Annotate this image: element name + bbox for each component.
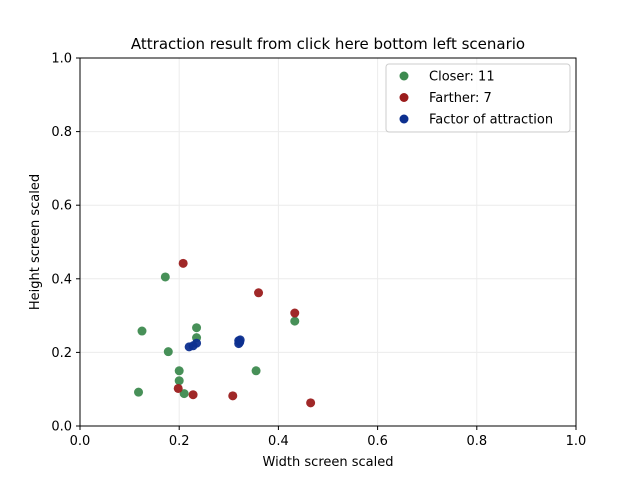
legend-entry: Factor of attraction	[429, 113, 553, 128]
data-point	[235, 335, 245, 345]
y-tick-label: 0.8	[51, 125, 72, 140]
legend-marker	[399, 71, 409, 81]
data-point	[134, 387, 144, 397]
legend-entry: Closer: 11	[429, 70, 495, 85]
data-point	[174, 366, 184, 376]
legend: Closer: 11 Farther: 7 Factor of attraction	[385, 63, 571, 133]
data-point	[290, 316, 300, 326]
plot-frame	[79, 57, 577, 427]
data-point	[160, 272, 170, 282]
data-points	[134, 258, 316, 408]
y-axis-label: Height screen scaled	[28, 174, 43, 310]
data-point	[228, 391, 238, 401]
y-tick-label: 1.0	[51, 52, 72, 67]
x-tick-label: 1.0	[566, 434, 587, 449]
data-point	[178, 258, 188, 268]
chart-title: Attraction result from click here bottom…	[131, 35, 525, 53]
legend-entry: Farther: 7	[429, 91, 492, 106]
x-tick-label: 0.8	[466, 434, 487, 449]
data-point	[179, 389, 189, 399]
y-tick-label: 0.2	[51, 346, 72, 361]
data-point	[174, 376, 184, 386]
series-1	[173, 258, 316, 408]
series-2	[184, 335, 245, 352]
legend-marker	[399, 114, 409, 124]
data-point	[254, 288, 264, 298]
data-point	[137, 326, 147, 336]
x-axis-label: Width screen scaled	[263, 455, 394, 470]
data-point	[173, 383, 183, 393]
x-tick-label: 0.4	[268, 434, 289, 449]
data-point	[192, 338, 202, 348]
y-tick-label: 0.4	[51, 272, 72, 287]
x-tick-label: 0.2	[169, 434, 190, 449]
x-tick-label: 0.0	[70, 434, 91, 449]
data-point	[192, 323, 202, 333]
data-point	[251, 366, 261, 376]
legend-box	[385, 63, 571, 133]
data-point	[188, 390, 198, 400]
series-0	[134, 272, 300, 399]
x-tick-label: 0.6	[367, 434, 388, 449]
data-point	[306, 398, 316, 408]
y-tick-label: 0.6	[51, 199, 72, 214]
data-point	[290, 308, 300, 318]
legend-marker	[399, 93, 409, 102]
axis-ticks: 0.0 0.2 0.4 0.6 0.8 1.0 0.0 0.2 0.4 0.6 0.8 1.0	[51, 52, 586, 450]
y-tick-label: 0.0	[51, 420, 72, 435]
data-point	[163, 347, 173, 357]
